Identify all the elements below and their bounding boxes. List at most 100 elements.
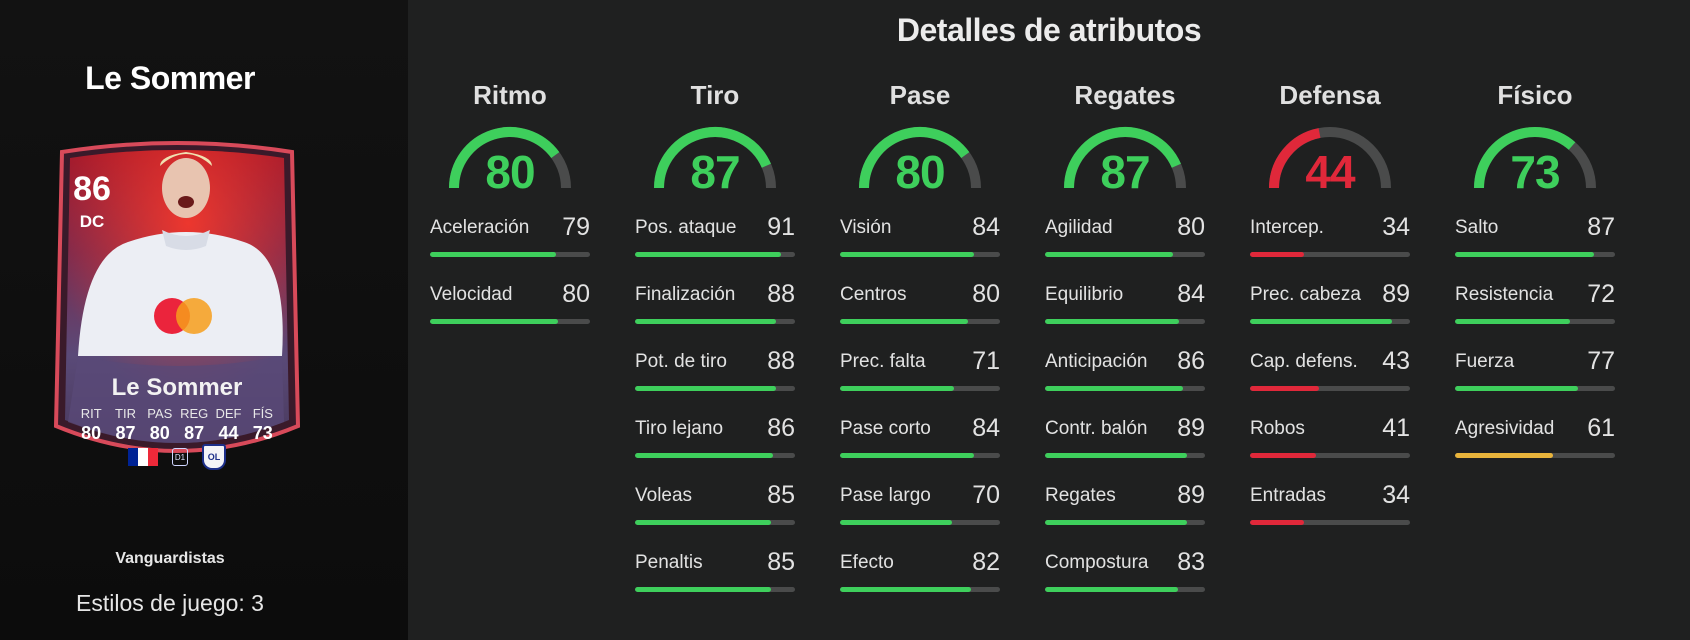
stat-row-agresividad[interactable]: Agresividad 61 <box>1455 414 1615 485</box>
stat-row-equilibrio[interactable]: Equilibrio 84 <box>1045 280 1205 351</box>
category-gauge: 80 <box>445 123 575 198</box>
player-card[interactable]: 86 DC Le Sommer RIT 80 TIR 87 PAS 80 REG 87 DEF 4… <box>48 126 306 482</box>
category-title: Regates <box>1074 80 1176 110</box>
stat-row-compostura[interactable]: Compostura 83 <box>1045 548 1205 619</box>
stat-row-intercep[interactable]: Intercep. 34 <box>1250 213 1410 284</box>
stat-row-finalizacion[interactable]: Finalización 88 <box>635 280 795 351</box>
stat-bar <box>430 252 590 257</box>
stat-row-voleas[interactable]: Voleas 85 <box>635 481 795 552</box>
card-stats: RIT 80 TIR 87 PAS 80 REG 87 DEF 44 FÍS 73 <box>74 406 280 444</box>
stat-row-penaltis[interactable]: Penaltis 85 <box>635 548 795 619</box>
playstyles-count[interactable]: Estilos de juego: 3 <box>76 590 264 616</box>
stat-row-prec-cabeza[interactable]: Prec. cabeza 89 <box>1250 280 1410 351</box>
stat-value: 83 <box>1177 548 1205 576</box>
stat-bar-fill <box>1250 319 1393 324</box>
stat-row-anticipacion[interactable]: Anticipación 86 <box>1045 347 1205 418</box>
stat-name: Entradas <box>1250 485 1327 506</box>
stat-bar <box>635 520 795 525</box>
stat-value: 85 <box>767 481 795 509</box>
stat-value: 89 <box>1177 481 1205 509</box>
stat-row-entradas[interactable]: Entradas 34 <box>1250 481 1410 552</box>
stat-row-tiro-lejano[interactable]: Tiro lejano 86 <box>635 414 795 485</box>
category-title: Tiro <box>690 80 740 110</box>
stat-bar <box>1045 453 1205 458</box>
stat-row-pos-ataque[interactable]: Pos. ataque 91 <box>635 213 795 284</box>
category-value: 80 <box>895 146 945 198</box>
stat-name: Voleas <box>635 485 693 506</box>
stat-value: 71 <box>972 347 1000 375</box>
stat-bar <box>635 453 795 458</box>
stat-bar-fill <box>840 386 954 391</box>
stat-row-prec-falta[interactable]: Prec. falta 71 <box>840 347 1000 418</box>
category-fisico: Físico 73 Salto 87 Resistencia 72 Fuerza 77 Agre… <box>1455 80 1615 485</box>
stat-row-efecto[interactable]: Efecto 82 <box>840 548 1000 619</box>
stat-row-cap-defens[interactable]: Cap. defens. 43 <box>1250 347 1410 418</box>
stat-row-aceleracion[interactable]: Aceleración 79 <box>430 213 590 284</box>
stat-row-resistencia[interactable]: Resistencia 72 <box>1455 280 1615 351</box>
stat-bar <box>1455 386 1615 391</box>
league-icon: D1 <box>172 448 188 466</box>
stat-bar-fill <box>1455 319 1571 324</box>
stat-row-pase-corto[interactable]: Pase corto 84 <box>840 414 1000 485</box>
stat-name: Pase corto <box>840 418 931 439</box>
stat-name: Intercep. <box>1250 217 1324 238</box>
stat-row-robos[interactable]: Robos 41 <box>1250 414 1410 485</box>
stat-name: Robos <box>1250 418 1305 439</box>
card-stat-reg: REG 87 <box>177 406 211 444</box>
stat-bar <box>1455 453 1615 458</box>
gauge-fill <box>1064 127 1181 189</box>
card-position: DC <box>79 212 105 231</box>
stat-bar <box>1045 520 1205 525</box>
section-title: Detalles de atributos <box>896 12 1202 48</box>
stat-list: Pos. ataque 91 Finalización 88 Pot. de tiro 8… <box>635 213 795 619</box>
stat-value: 77 <box>1587 347 1615 375</box>
stat-name: Finalización <box>635 284 736 305</box>
category-defensa: Defensa 44 Intercep. 34 Prec. cabeza 89 Cap. d… <box>1250 80 1410 552</box>
stat-name: Pot. de tiro <box>635 351 727 372</box>
stat-bar-fill <box>635 453 773 458</box>
card-background <box>53 141 301 453</box>
stat-value: 86 <box>767 414 795 442</box>
stat-row-vision[interactable]: Visión 84 <box>840 213 1000 284</box>
card-stat-label: FÍS <box>252 406 273 421</box>
stat-value: 79 <box>562 213 590 241</box>
stat-row-contr-balon[interactable]: Contr. balón 89 <box>1045 414 1205 485</box>
stat-name: Regates <box>1045 485 1116 506</box>
stat-row-regates[interactable]: Regates 89 <box>1045 481 1205 552</box>
player-name: Le Sommer <box>85 60 255 96</box>
stat-bar-fill <box>635 319 776 324</box>
france-flag-icon <box>128 448 158 466</box>
stat-name: Resistencia <box>1455 284 1554 305</box>
stat-bar <box>840 252 1000 257</box>
stat-bar-fill <box>1045 252 1173 257</box>
stat-bar-fill <box>1250 252 1305 257</box>
stat-value: 84 <box>972 414 1000 442</box>
gauge-fill <box>1269 128 1321 189</box>
card-stat-label: RIT <box>80 406 102 421</box>
stat-value: 41 <box>1382 414 1410 442</box>
stat-bar-fill <box>1045 319 1180 324</box>
stat-row-velocidad[interactable]: Velocidad 80 <box>430 280 590 351</box>
stat-row-pot-de-tiro[interactable]: Pot. de tiro 88 <box>635 347 795 418</box>
stat-bar-fill <box>1045 386 1183 391</box>
stat-row-centros[interactable]: Centros 80 <box>840 280 1000 351</box>
stat-bar <box>840 453 1000 458</box>
stat-list: Aceleración 79 Velocidad 80 <box>430 213 590 351</box>
stat-bar <box>840 520 1000 525</box>
stat-name: Fuerza <box>1455 351 1515 372</box>
stat-list: Salto 87 Resistencia 72 Fuerza 77 Agresividad 6… <box>1455 213 1615 485</box>
stat-name: Prec. cabeza <box>1250 284 1361 305</box>
card-stat-value: 87 <box>184 423 205 443</box>
stat-row-fuerza[interactable]: Fuerza 77 <box>1455 347 1615 418</box>
card-player-name: Le Sommer <box>111 374 243 401</box>
stat-bar-fill <box>635 386 776 391</box>
stat-row-agilidad[interactable]: Agilidad 80 <box>1045 213 1205 284</box>
stat-row-pase-largo[interactable]: Pase largo 70 <box>840 481 1000 552</box>
stat-value: 87 <box>1587 213 1615 241</box>
card-stat-def: DEF 44 <box>211 406 245 444</box>
card-stat-label: TIR <box>115 406 136 421</box>
stat-value: 91 <box>767 213 795 241</box>
category-title: Ritmo <box>473 80 547 110</box>
player-panel: Le Sommer <box>0 0 408 640</box>
stat-row-salto[interactable]: Salto 87 <box>1455 213 1615 284</box>
